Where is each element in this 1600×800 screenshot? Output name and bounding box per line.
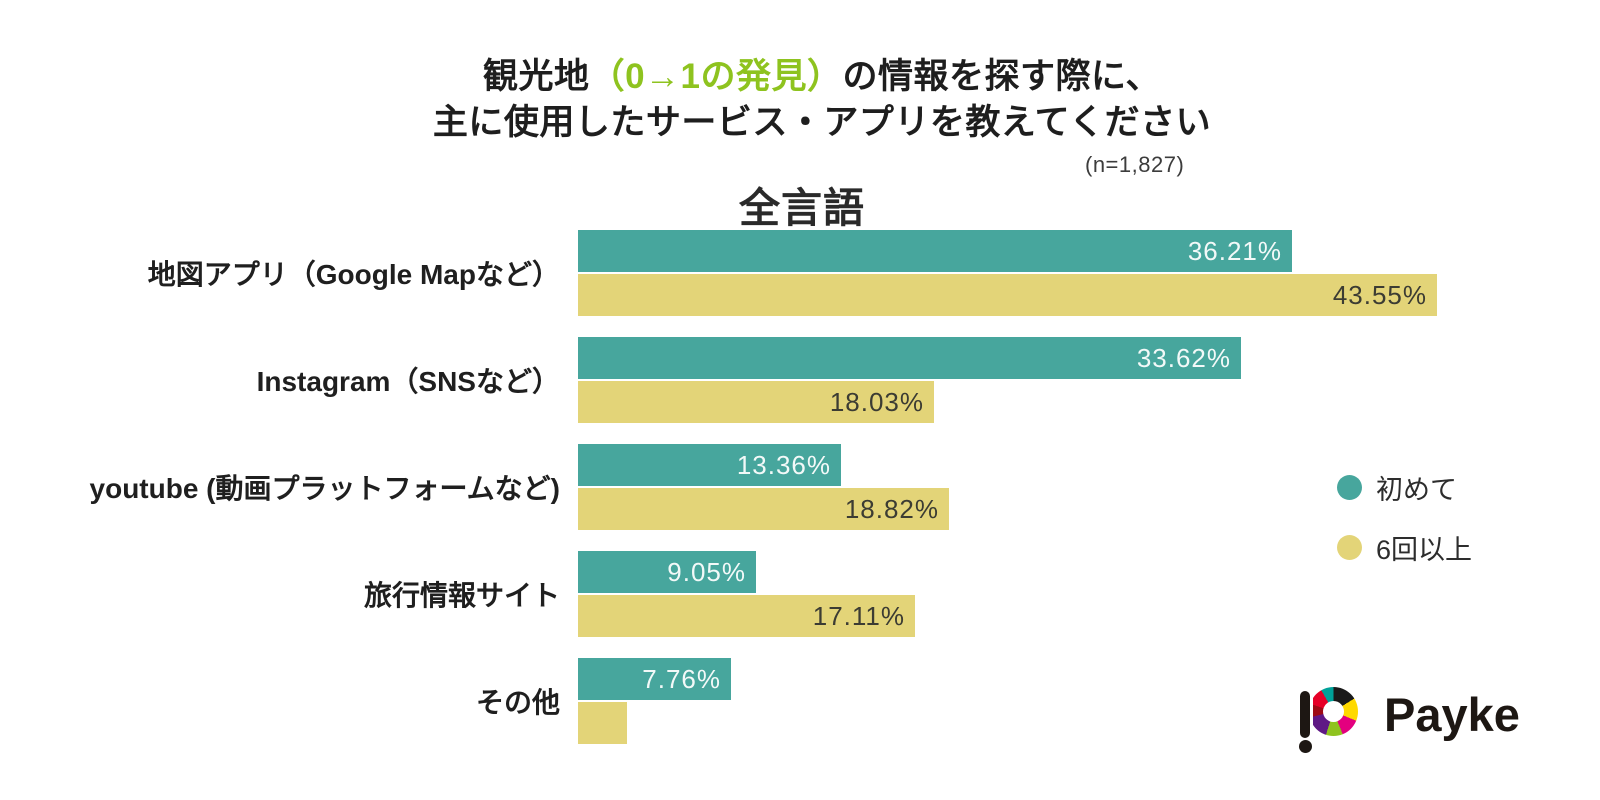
bar-pair: 9.05% 17.11% (578, 551, 915, 637)
bar-value-label: 7.76% (642, 663, 721, 694)
bar-value-label: 43.55% (1332, 279, 1427, 310)
category-label: その他 (475, 687, 560, 718)
chart-title-line2: 主に使用したサービス・アプリを教えてください (432, 103, 1212, 142)
bar-first-time: 13.36% (578, 444, 841, 486)
category-label: 旅行情報サイト (363, 580, 560, 611)
payke-logo: Payke (1296, 684, 1520, 754)
section-title: 全言語 (739, 185, 865, 231)
bar-six-plus (578, 702, 627, 744)
bar-first-time: 7.76% (578, 658, 731, 700)
chart-row: 旅行情報サイト 9.05% 17.11% (0, 551, 1600, 637)
legend-swatch-icon (1337, 475, 1362, 500)
chart-row: youtube (動画プラットフォームなど) 13.36% 18.82% (0, 444, 1600, 530)
bar-six-plus: 17.11% (578, 595, 915, 637)
bar-value-label: 33.62% (1136, 342, 1231, 373)
bar-first-time: 36.21% (578, 230, 1292, 272)
payke-ring-icon (1309, 687, 1358, 736)
category-label: Instagram（SNSなど） (256, 366, 560, 397)
bar-chart: 地図アプリ（Google Mapなど） 36.21% 43.55% Instagram… (0, 230, 1600, 744)
bar-value-label: 18.82% (844, 493, 939, 524)
legend-item: 初めて (1337, 468, 1472, 507)
legend: 初めて 6回以上 (1337, 468, 1472, 567)
bar-six-plus: 18.03% (578, 381, 934, 423)
bar-pair: 7.76% (578, 658, 731, 744)
chart-title: 観光地（0→1の発見）の情報を探す際に、 主に使用したサービス・アプリを教えてく… (22, 54, 1600, 146)
bar-first-time: 33.62% (578, 337, 1241, 379)
title-text-pre: 観光地 (483, 57, 590, 96)
bar-value-label: 18.03% (829, 386, 924, 417)
chart-row: その他 7.76% (0, 658, 1600, 744)
category-label: 地図アプリ（Google Mapなど） (147, 259, 560, 290)
bar-first-time: 9.05% (578, 551, 756, 593)
legend-item: 6回以上 (1337, 528, 1472, 567)
bar-value-label: 17.11% (812, 600, 905, 631)
bar-six-plus: 43.55% (578, 274, 1437, 316)
bar-pair: 13.36% 18.82% (578, 444, 949, 530)
legend-swatch-icon (1337, 535, 1362, 560)
sample-size-note: (n=1,827) (1085, 152, 1185, 177)
title-highlight: （0→1の発見） (589, 57, 843, 96)
chart-row: Instagram（SNSなど） 33.62% 18.03% (0, 337, 1600, 423)
legend-label: 6回以上 (1376, 535, 1473, 565)
title-text-post: の情報を探す際に、 (842, 57, 1161, 96)
chart-row: 地図アプリ（Google Mapなど） 36.21% 43.55% (0, 230, 1600, 316)
category-label: youtube (動画プラットフォームなど) (89, 473, 560, 504)
payke-logo-text: Payke (1384, 688, 1520, 741)
bar-value-label: 9.05% (667, 556, 746, 587)
bar-six-plus: 18.82% (578, 488, 949, 530)
bar-pair: 36.21% 43.55% (578, 230, 1437, 316)
bar-value-label: 13.36% (736, 449, 831, 480)
payke-logo-mark (1296, 684, 1362, 754)
payke-dot-icon (1299, 740, 1312, 753)
bar-pair: 33.62% 18.03% (578, 337, 1241, 423)
bar-value-label: 36.21% (1187, 235, 1282, 266)
legend-label: 初めて (1376, 475, 1457, 505)
chart-title-line1: 観光地（0→1の発見）の情報を探す際に、 (22, 54, 1600, 100)
payke-stem-icon (1300, 691, 1310, 738)
